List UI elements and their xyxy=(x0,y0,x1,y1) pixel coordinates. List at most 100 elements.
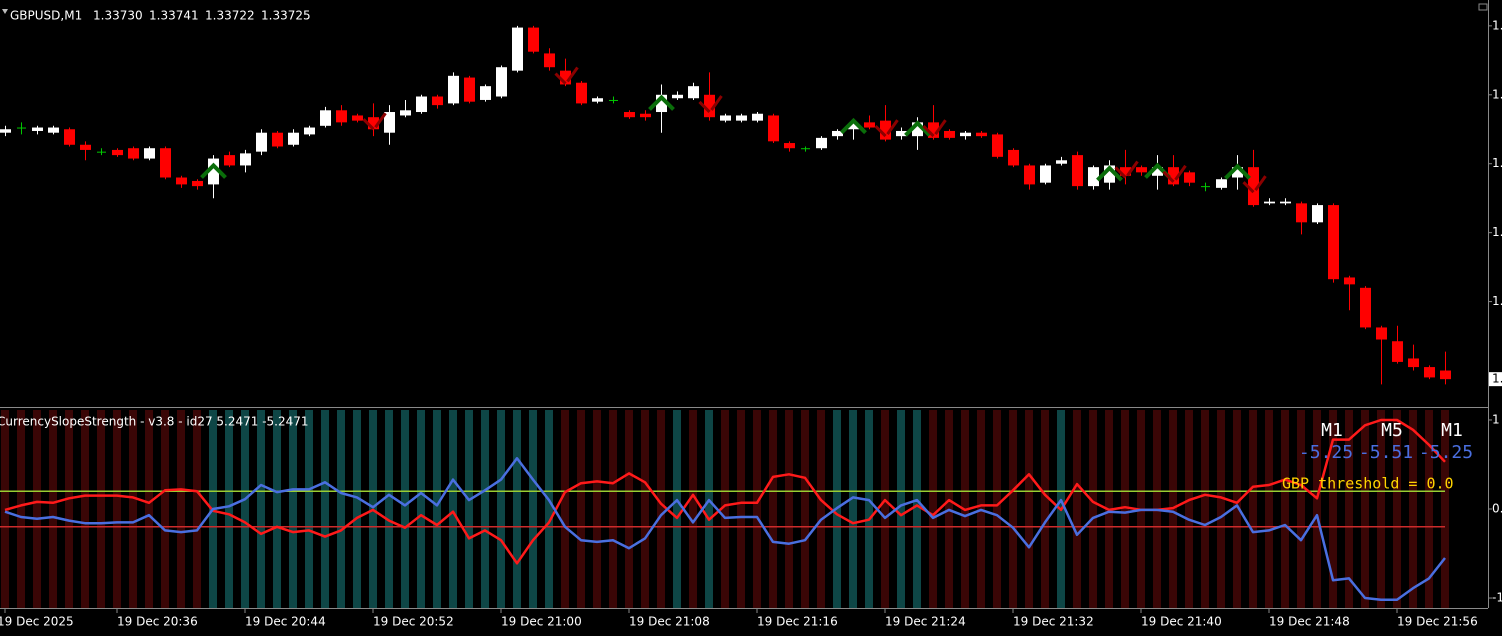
bar-stripe xyxy=(609,410,617,608)
bar-stripe xyxy=(1393,410,1401,608)
candle-body xyxy=(736,115,747,121)
bar-stripe xyxy=(1281,410,1289,608)
candle-body xyxy=(496,67,507,97)
x-tick-label: 19 Dec 20:36 xyxy=(117,615,198,629)
bar-stripe xyxy=(625,410,633,608)
candle-body xyxy=(1120,167,1131,176)
candle-body xyxy=(624,112,635,118)
candle-body xyxy=(1024,165,1035,185)
bar-stripe xyxy=(113,410,121,608)
candle-body xyxy=(64,129,75,145)
candle-body xyxy=(688,86,699,99)
sell-signal-arrow xyxy=(1114,160,1139,179)
candle-body xyxy=(1280,201,1291,204)
bar-stripe xyxy=(1441,410,1449,608)
buy-signal-arrow xyxy=(904,120,931,137)
candle-body xyxy=(1216,179,1227,188)
candle-body xyxy=(1056,160,1067,164)
candle-body xyxy=(560,70,571,85)
candle-body xyxy=(1088,167,1099,187)
candle-body xyxy=(832,130,843,137)
bar-stripe xyxy=(1201,410,1209,608)
bar-stripe xyxy=(1265,410,1273,608)
bar-stripe xyxy=(145,410,153,608)
candle-body xyxy=(1104,165,1115,183)
candle-body xyxy=(864,122,875,128)
bar-stripe xyxy=(129,410,137,608)
candle-body xyxy=(32,127,43,131)
timeframe-label: M5 xyxy=(1381,420,1403,441)
bar-stripe xyxy=(529,410,537,608)
bar-stripe xyxy=(433,410,441,608)
x-tick-label: 19 Dec 21:00 xyxy=(501,615,582,629)
bar-stripe xyxy=(513,410,521,608)
chart-shift-marker xyxy=(1478,3,1488,11)
bar-stripe xyxy=(1121,410,1129,608)
sell-signal-arrow xyxy=(1162,164,1187,183)
candle-body xyxy=(1392,341,1403,362)
candle-body xyxy=(960,132,971,137)
bar-stripe xyxy=(1025,410,1033,608)
candle-body xyxy=(1040,165,1051,183)
bar-stripe xyxy=(305,410,313,608)
y-tick-label: 0.0 xyxy=(1492,502,1502,516)
timeframe-value: -5.51 xyxy=(1359,442,1413,463)
candle-body xyxy=(240,153,251,166)
bar-stripe xyxy=(417,410,425,608)
candle-body xyxy=(1184,172,1195,183)
bar-stripe xyxy=(321,410,329,608)
y-tick-label: 1.3377 xyxy=(1492,294,1502,308)
sell-signal-arrow xyxy=(698,95,723,114)
bar-stripe xyxy=(161,410,169,608)
bar-stripe xyxy=(865,410,873,608)
candle-body xyxy=(352,115,363,121)
timeframe-value: -5.25 xyxy=(1299,442,1353,463)
bar-stripe xyxy=(49,410,57,608)
threshold-label: GBP threshold = 0.0 xyxy=(1282,475,1454,493)
buy-signal-arrow xyxy=(648,94,675,111)
bar-stripe xyxy=(721,410,729,608)
close-price: 1.33725 xyxy=(261,9,311,23)
candle-body xyxy=(272,132,283,147)
bar-stripe xyxy=(1409,410,1417,608)
bar-stripe xyxy=(1297,410,1305,608)
bar-stripe xyxy=(689,410,697,608)
candle-body xyxy=(944,130,955,138)
bar-stripe xyxy=(401,410,409,608)
sell-signal-arrow xyxy=(922,119,947,138)
bar-stripe xyxy=(33,410,41,608)
bar-stripe xyxy=(481,410,489,608)
candle-body xyxy=(416,96,427,113)
symbol-menu-icon[interactable] xyxy=(2,9,8,14)
bar-stripe xyxy=(1041,410,1049,608)
bar-stripe xyxy=(561,410,569,608)
timeframe-label: M1 xyxy=(1441,420,1463,441)
low-price: 1.33722 xyxy=(205,9,255,23)
candle-body xyxy=(640,113,651,118)
bar-stripe xyxy=(785,410,793,608)
bar-stripe xyxy=(449,410,457,608)
timeframe-label: M1 xyxy=(1321,420,1343,441)
candle-body xyxy=(80,144,91,150)
candle-body xyxy=(672,94,683,99)
bar-stripe xyxy=(881,410,889,608)
bar-stripe xyxy=(1361,410,1369,608)
bar-stripe xyxy=(993,410,1001,608)
symbol-label: GBPUSD,M1 xyxy=(10,9,82,23)
bar-stripe xyxy=(273,410,281,608)
candle-body xyxy=(720,115,731,121)
candle-body xyxy=(1440,370,1451,380)
bar-stripe xyxy=(177,410,185,608)
candle-body xyxy=(320,110,331,126)
bar-stripe xyxy=(1009,410,1017,608)
candle-body xyxy=(160,148,171,178)
candle-body xyxy=(1136,167,1147,173)
candle-body xyxy=(1360,287,1371,328)
x-tick-label: 19 Dec 21:32 xyxy=(1013,615,1094,629)
bar-stripe xyxy=(753,410,761,608)
bar-stripe xyxy=(769,410,777,608)
x-tick-label: 19 Dec 21:48 xyxy=(1269,615,1350,629)
x-tick-label: 19 Dec 21:24 xyxy=(885,615,966,629)
bar-stripe xyxy=(1233,410,1241,608)
